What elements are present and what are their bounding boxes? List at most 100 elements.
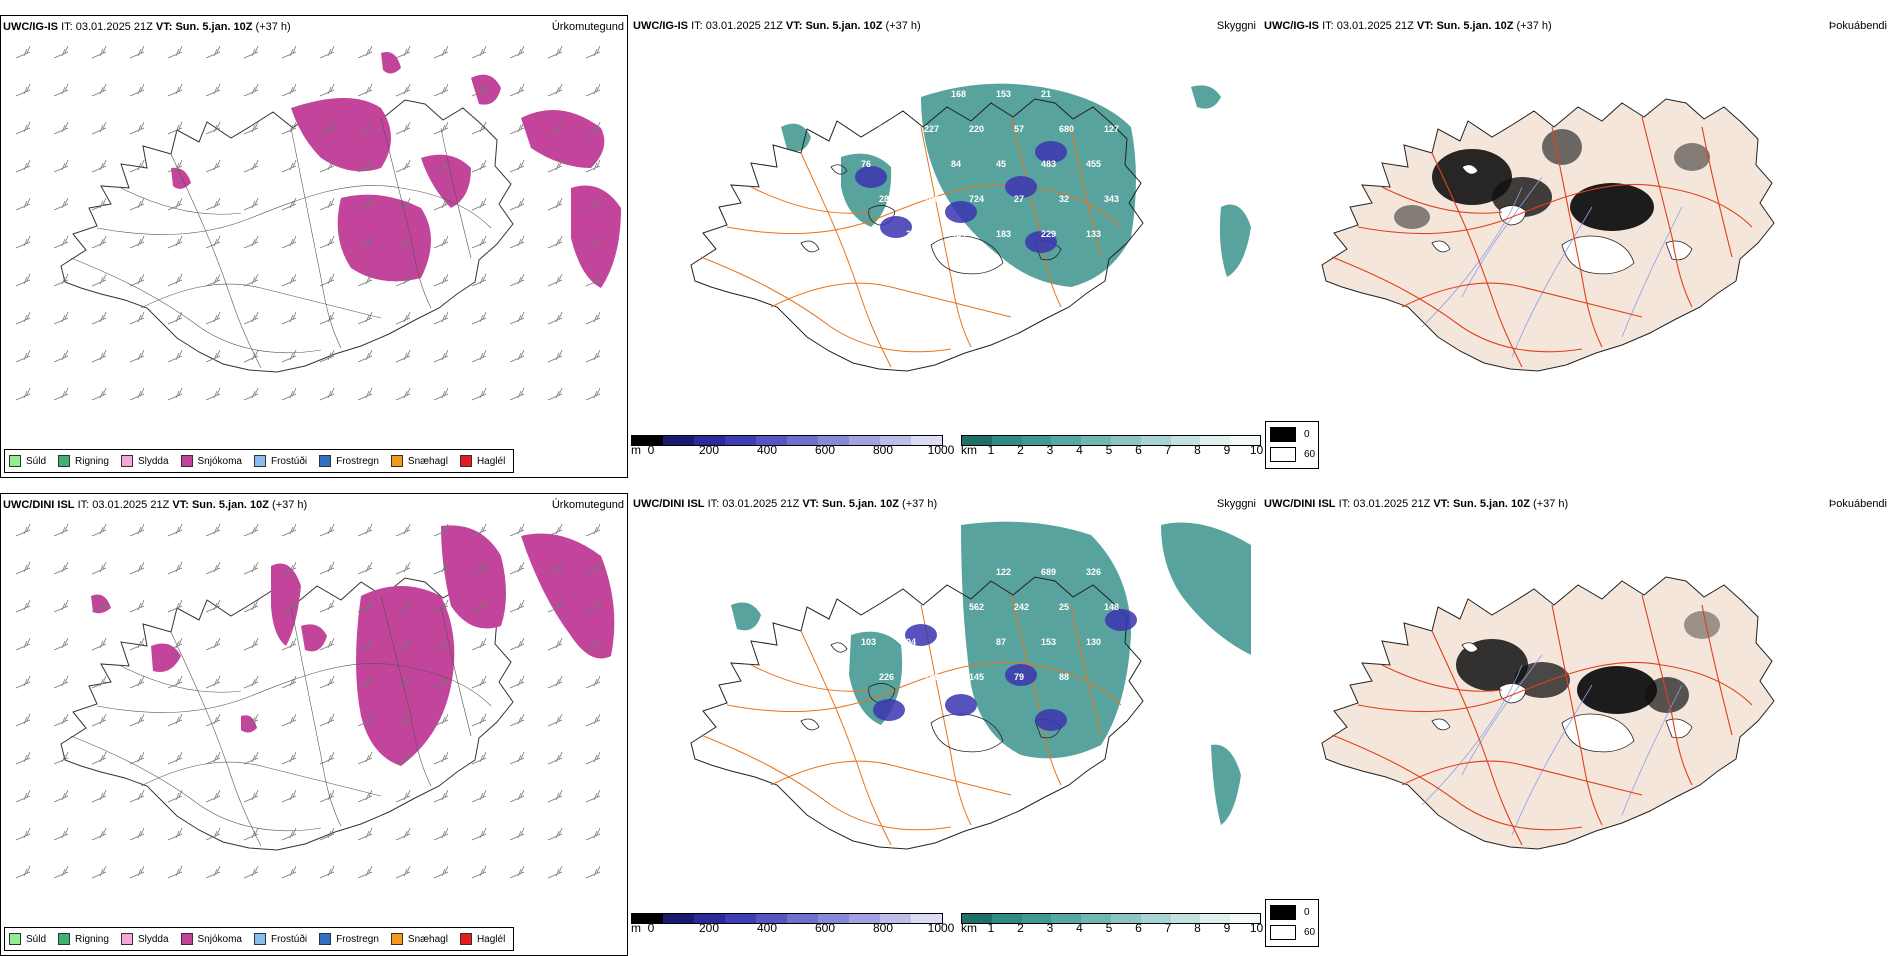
visibility-value: 680: [1059, 124, 1074, 134]
colorbar-tick: 8: [1194, 443, 1201, 457]
fog-legend: 0 60: [1265, 899, 1319, 947]
colorbar-tick: 0: [647, 921, 655, 935]
visibility-value: 455: [1086, 159, 1101, 169]
glacier: [1431, 164, 1693, 275]
colorbar-tick: 4: [1076, 443, 1083, 457]
very-low-visibility-area: [945, 201, 977, 223]
colorbar-tick: 7: [1164, 921, 1172, 935]
legend-item: Slydda: [120, 933, 169, 945]
river: [1511, 684, 1593, 836]
fog-area: [1394, 205, 1430, 229]
visibility-value: 145: [969, 672, 984, 682]
precip-type-legend: Súld Rigning Slydda Snjókoma Frostúði Frostre…: [4, 449, 515, 473]
visibility-value: 122: [996, 567, 1011, 577]
colorbar-tick: 10: [1249, 921, 1264, 935]
visibility-value: 25: [1059, 602, 1069, 612]
road: [1701, 126, 1733, 258]
colorbar-tick: 400: [756, 921, 778, 935]
road: [1357, 661, 1753, 713]
snowfall-area: [421, 154, 471, 208]
low-visibility-area: [1191, 85, 1221, 109]
visibility-value: 88: [1059, 672, 1069, 682]
colorbar-tick: 1000: [927, 921, 955, 935]
precip-type-panel-row1: UWC/IG-IS IT: 03.01.2025 21Z VT: Sun. 5.…: [0, 15, 628, 478]
fog-map: [1321, 576, 1775, 850]
road: [1401, 760, 1643, 796]
visibility-m-colorbar: [631, 435, 943, 446]
panel-label: Þokuábendi: [1828, 20, 1887, 32]
legend-label: Frostregn: [336, 933, 379, 945]
snowfall-area: [91, 594, 111, 614]
visibility-value: 153: [1041, 637, 1056, 647]
colorbar-tick: 6: [1135, 921, 1142, 935]
colorbar-tick: 8: [1194, 921, 1201, 935]
fog-legend-label: 60: [1304, 927, 1316, 938]
fog-area: [1570, 183, 1654, 231]
precip-map: [15, 45, 621, 401]
visibility-value: 32: [1059, 194, 1069, 204]
visibility-value: 335: [861, 229, 876, 239]
colorbar-tick: 3: [1046, 443, 1054, 457]
river: [1461, 654, 1543, 776]
visibility-value: 17: [879, 264, 889, 274]
visibility-value: 133: [1086, 229, 1101, 239]
colorbar-tick: 200: [698, 921, 720, 935]
panel-title: UWC/DINI ISL IT: 03.01.2025 21Z VT: Sun.…: [1264, 498, 1569, 510]
visibility-value: 148: [1104, 602, 1119, 612]
colorbar-tick: 9: [1223, 921, 1231, 935]
low-visibility-area: [1219, 204, 1251, 277]
visibility-colorbars: m 0 200 400 600 800 1000 km 1 2 3 4 5 6 7 8 9 10: [631, 435, 1263, 465]
visibility-km-colorbar: [961, 435, 1261, 446]
low-visibility-area: [1211, 744, 1241, 825]
legend-swatch: [459, 933, 472, 945]
road: [70, 735, 322, 832]
road: [290, 605, 342, 827]
visibility-map: 84 760 168 153 21 430 51 227 220 57 680 127 76 111 84 4…: [690, 83, 1251, 372]
snowfall-area: [271, 563, 301, 646]
colorbar-tick: 10: [1249, 443, 1264, 457]
visibility-value: 325: [861, 567, 876, 577]
legend-label: Rigning: [75, 455, 109, 467]
road: [1701, 604, 1733, 736]
visibility-value: 45: [996, 159, 1006, 169]
visibility-value: 227: [924, 124, 939, 134]
visibility-value: 21: [1041, 89, 1051, 99]
river: [1511, 206, 1593, 358]
very-low-visibility-area: [880, 216, 912, 238]
fog-legend-swatch: [1270, 427, 1296, 442]
legend-item: Snjókoma: [180, 455, 242, 467]
legend-swatch: [58, 455, 71, 467]
visibility-map: 325 226 56 122 689 326 166 297 562 242 25 148 103 94 1…: [690, 521, 1251, 850]
road: [440, 127, 472, 259]
snowfall-area: [441, 525, 506, 629]
road: [1070, 126, 1102, 258]
wind-barbs: [15, 45, 601, 401]
legend-item: Slydda: [120, 455, 169, 467]
legend-swatch: [9, 933, 21, 945]
visibility-value: 183: [996, 229, 1011, 239]
colorbar-tick: 800: [872, 921, 894, 935]
legend-label: Frostúði: [270, 455, 308, 467]
colorbar-unit: km: [961, 921, 977, 935]
road: [290, 127, 342, 349]
low-visibility-area: [781, 123, 811, 152]
road: [96, 185, 492, 235]
road: [1551, 126, 1603, 348]
legend-label: Slydda: [137, 933, 169, 945]
road: [170, 631, 262, 847]
visibility-value: 27: [1014, 194, 1024, 204]
snowfall-area: [151, 643, 181, 672]
legend-swatch: [253, 455, 266, 467]
colorbar-tick: 5: [1105, 443, 1113, 457]
road: [750, 186, 872, 214]
visibility-value: 343: [1104, 194, 1119, 204]
legend-swatch: [253, 933, 266, 945]
visibility-value: 130: [1086, 637, 1101, 647]
colorbar-tick: 200: [698, 443, 720, 457]
legend-label: Haglél: [476, 933, 506, 945]
legend-item: Rigning: [58, 933, 109, 945]
colorbar-tick: 800: [872, 443, 894, 457]
colorbar-unit: m: [631, 443, 641, 457]
colorbar-unit: km: [961, 443, 977, 457]
visibility-value: 127: [1104, 124, 1119, 134]
